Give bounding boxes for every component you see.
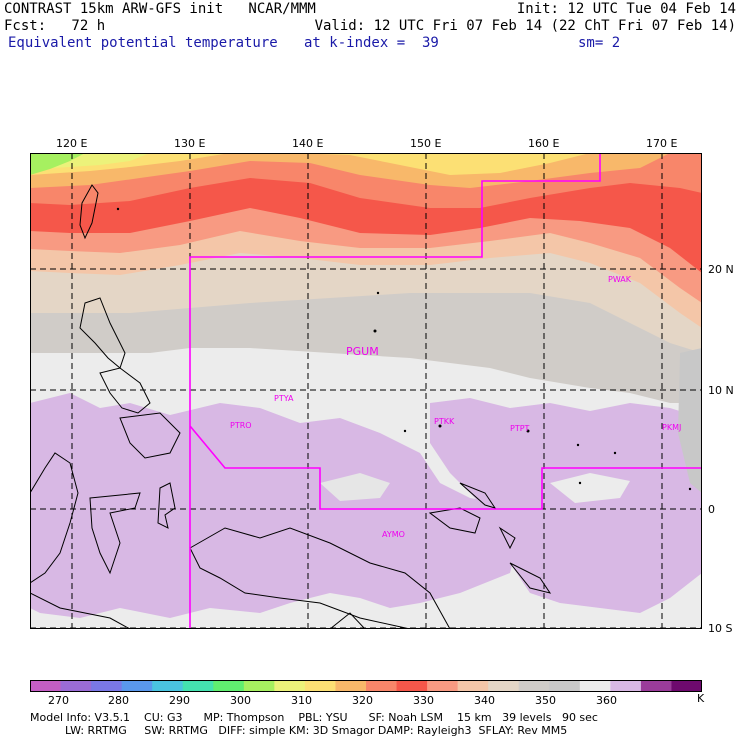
lon-label-140e: 140 E	[292, 137, 324, 150]
colorbar-label-330: 330	[413, 694, 434, 707]
coast-taiwan	[79, 184, 99, 240]
dot-7	[116, 207, 120, 211]
station-label-ptpt: PTPT	[510, 424, 530, 433]
colorbar-swatch	[396, 680, 428, 692]
station-label-ptkk: PTKK	[434, 417, 455, 426]
gray-patch-2	[550, 473, 630, 503]
colorbar-swatch	[182, 680, 214, 692]
theta-e-map: PWAK PGUM PTYA PTRO PTKK PTPT PKMJ AYMO	[30, 153, 702, 629]
colorbar-label-340: 340	[474, 694, 495, 707]
colorbar-label-310: 310	[291, 694, 312, 707]
dot-5	[403, 429, 407, 433]
init-time: Init: 12 UTC Tue 04 Feb 14	[516, 1, 736, 17]
colorbar-swatch	[640, 680, 672, 692]
colorbar-swatch	[30, 680, 62, 692]
station-label-ptya: PTYA	[274, 394, 294, 403]
colorbar-label-290: 290	[169, 694, 190, 707]
region-boundary	[189, 153, 702, 629]
lon-label-130e: 130 E	[174, 137, 206, 150]
coast-visayas	[99, 367, 151, 414]
colorbar-swatch	[213, 680, 245, 692]
colorbar-swatch	[366, 680, 398, 692]
lat-label-10n: 10 N	[708, 384, 734, 397]
colorbar	[30, 680, 702, 692]
dot-3	[613, 451, 617, 455]
lat-label-0: 0	[708, 503, 715, 516]
lavender-west	[30, 393, 520, 618]
colorbar-swatch	[274, 680, 306, 692]
coast-solomons	[509, 562, 552, 594]
coast-borneo	[30, 452, 79, 584]
colorbar-label-350: 350	[535, 694, 556, 707]
lon-label-120e: 120 E	[56, 137, 88, 150]
coast-halmahera	[157, 482, 176, 529]
level-index: at k-index = 39	[304, 35, 439, 51]
colorbar-unit: K	[697, 692, 705, 705]
colorbar-swatch	[549, 680, 581, 692]
model-title: CONTRAST 15km ARW-GFS init NCAR/MMM	[4, 1, 316, 17]
smoothing: sm= 2	[578, 35, 621, 51]
colorbar-swatch	[152, 680, 184, 692]
colorbar-swatch	[121, 680, 153, 692]
coast-bougainville	[498, 526, 516, 550]
lat-label-20n: 20 N	[708, 263, 734, 276]
coast-mindanao	[119, 412, 181, 459]
station-markers	[116, 207, 692, 491]
colorbar-label-270: 270	[48, 694, 69, 707]
colorbar-swatch	[304, 680, 336, 692]
colorbar-swatch	[91, 680, 123, 692]
coast-new-guinea	[189, 527, 451, 629]
colorbar-label-300: 300	[230, 694, 251, 707]
colorbar-swatch	[671, 680, 702, 692]
lavender-east	[430, 398, 702, 613]
dot-2	[576, 443, 580, 447]
colorbar-swatch	[610, 680, 642, 692]
band-305	[30, 153, 85, 175]
band-315	[30, 153, 590, 175]
coastlines	[30, 184, 552, 629]
coast-sulawesi	[89, 492, 141, 575]
colorbar-label-280: 280	[108, 694, 129, 707]
colorbar-swatch	[427, 680, 459, 692]
coast-cape-york	[329, 612, 366, 629]
dot-1	[376, 291, 380, 295]
dot-ptpt	[526, 429, 530, 433]
dot-ptkk	[438, 424, 442, 428]
colorbar-swatch	[457, 680, 489, 692]
colorbar-swatch	[335, 680, 367, 692]
gray-east-edge	[678, 348, 702, 493]
colorbar-swatch	[488, 680, 520, 692]
field-name: Equivalent potential temperature	[8, 35, 278, 51]
model-info-line1: Model Info: V3.5.1 CU: G3 MP: Thompson P…	[30, 711, 598, 724]
colorbar-label-360: 360	[596, 694, 617, 707]
station-label-pwak: PWAK	[608, 275, 632, 284]
valid-time: Valid: 12 UTC Fri 07 Feb 14 (22 ChT Fri …	[314, 18, 736, 34]
model-info-line2: LW: RRTMG SW: RRTMG DIFF: simple KM: 3D …	[30, 724, 568, 737]
coast-new-ireland	[459, 482, 497, 509]
colorbar-swatch	[518, 680, 550, 692]
station-label-ptro: PTRO	[230, 421, 252, 430]
colorbar-label-320: 320	[352, 694, 373, 707]
lon-label-170e: 170 E	[646, 137, 678, 150]
dot-4	[688, 487, 692, 491]
station-label-pgum: PGUM	[346, 345, 379, 358]
gray-patch-1	[320, 473, 390, 501]
lat-label-10s: 10 S	[708, 622, 733, 635]
dot-6	[578, 481, 582, 485]
colorbar-swatch	[60, 680, 92, 692]
lon-label-150e: 150 E	[410, 137, 442, 150]
map-frame	[30, 153, 702, 629]
colorbar-swatch	[579, 680, 611, 692]
station-label-pkmj: PKMJ	[662, 423, 681, 432]
coast-australia	[30, 592, 131, 629]
lon-label-160e: 160 E	[528, 137, 560, 150]
colorbar-swatch	[243, 680, 275, 692]
forecast-hour: Fcst: 72 h	[4, 18, 106, 34]
dot-pgum	[373, 329, 377, 333]
station-label-aymo: AYMO	[382, 530, 405, 539]
